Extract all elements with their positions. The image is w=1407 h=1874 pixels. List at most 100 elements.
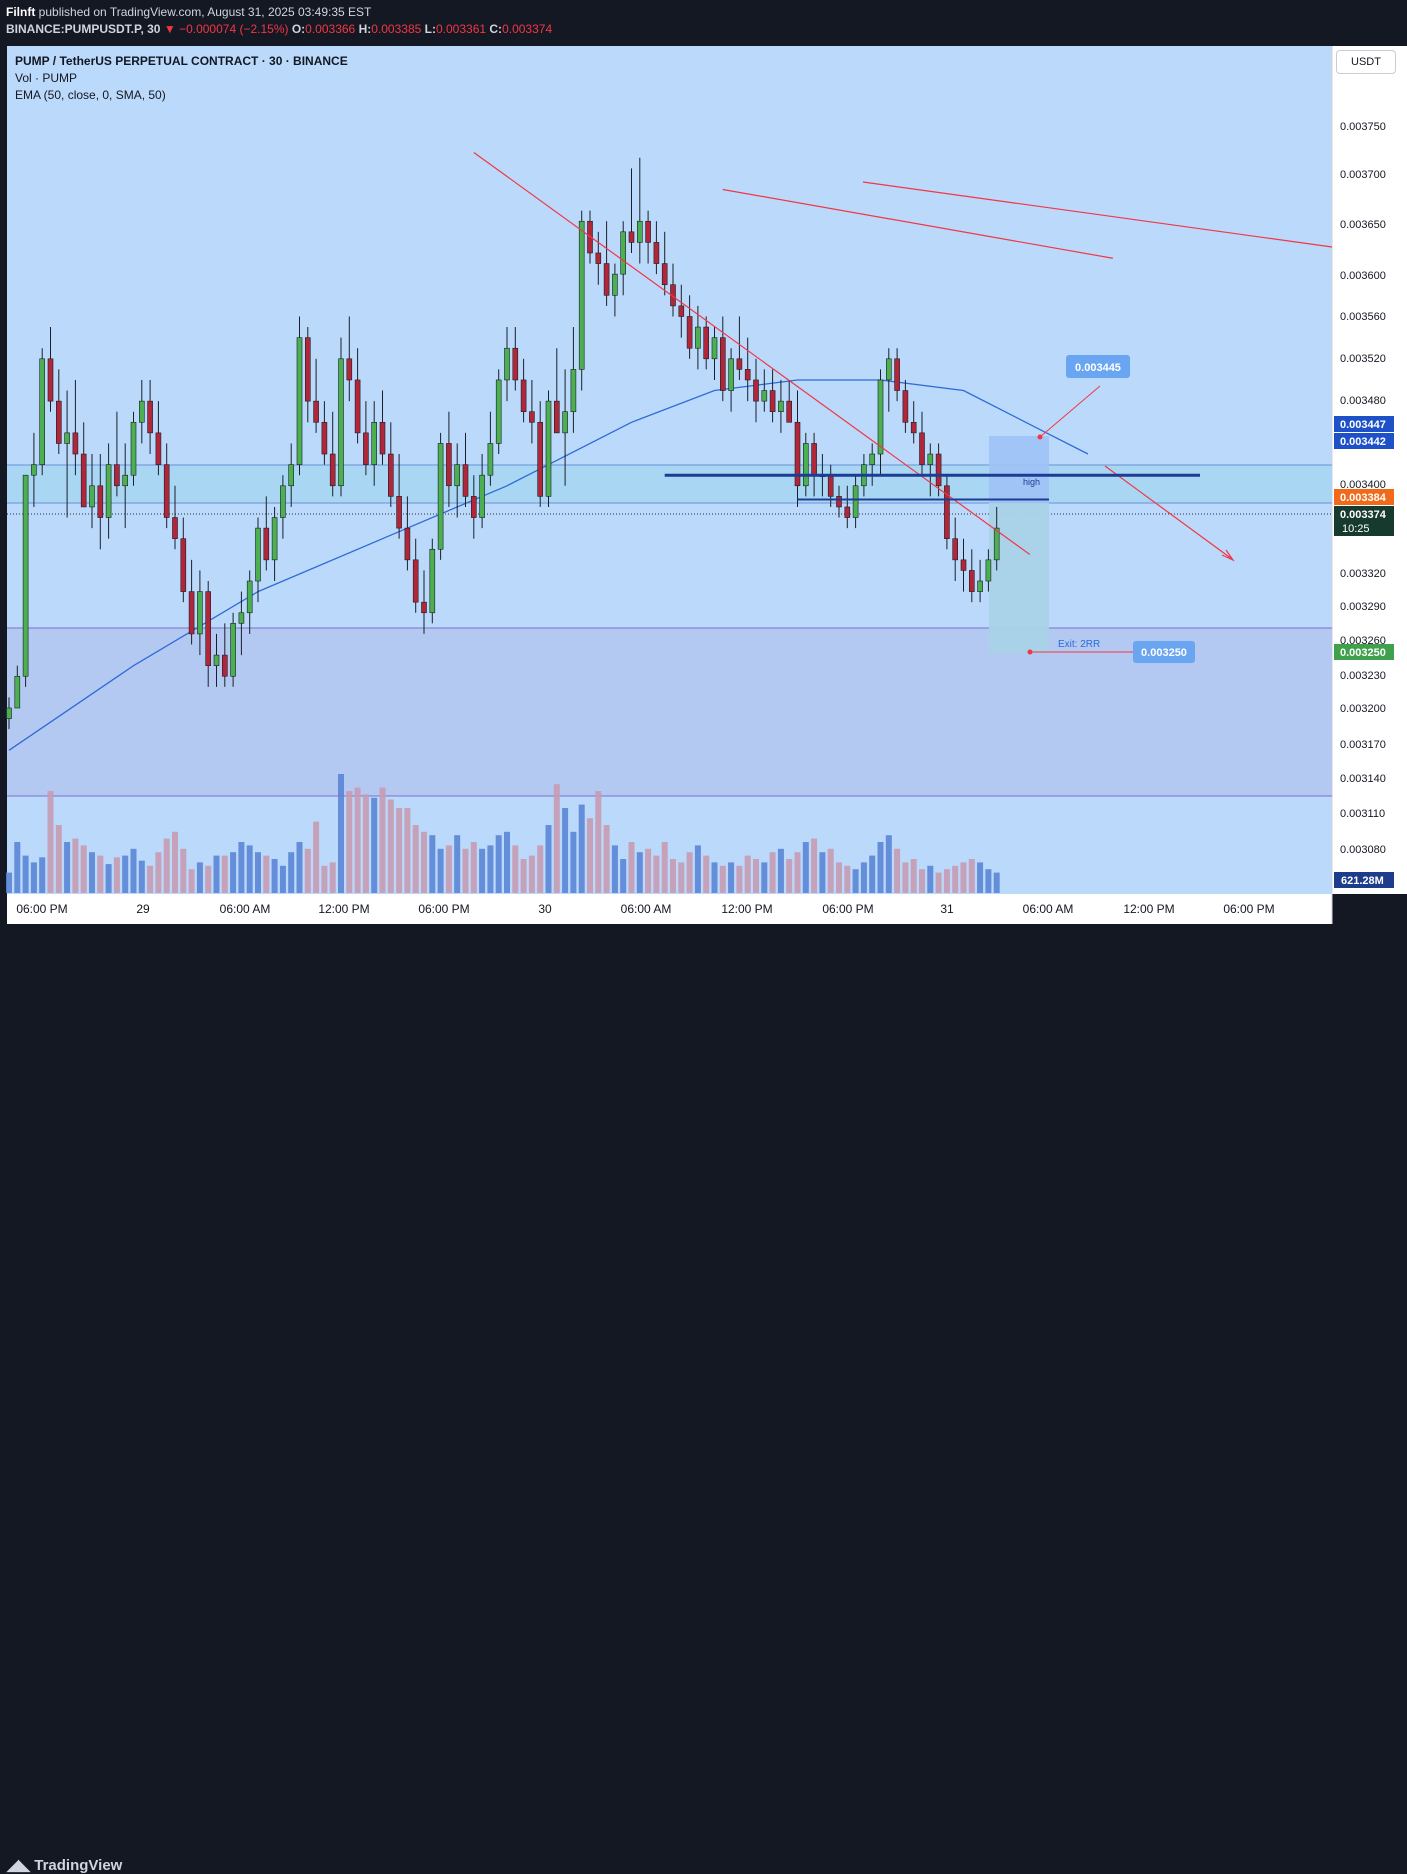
candle-body [603, 263, 610, 296]
volume-bar [263, 855, 270, 893]
volume-bar [827, 848, 834, 893]
volume-bar [719, 865, 726, 893]
price-axis-panel[interactable] [1332, 46, 1407, 894]
volume-bar [6, 872, 12, 893]
volume-bar [39, 857, 46, 893]
position-risk-zone [989, 436, 1049, 503]
candle-body [64, 432, 70, 444]
candle-body [180, 538, 187, 592]
volume-bar [553, 784, 560, 893]
candle-body [545, 400, 552, 497]
price-tick: 0.003200 [1340, 703, 1386, 715]
candle-body [172, 517, 178, 539]
volume-bar [80, 845, 87, 893]
volume-bar [512, 845, 519, 893]
candle-body [827, 474, 834, 497]
volume-bar [321, 865, 328, 893]
author-name[interactable]: Filnft [6, 5, 36, 19]
price-label-box [1334, 416, 1394, 432]
candle-body [313, 400, 319, 423]
candle-body [321, 421, 328, 455]
candle-body [836, 496, 842, 508]
candle-body [197, 591, 203, 635]
publish-header: Filnft published on TradingView.com, Aug… [0, 0, 1407, 46]
volume-bar [180, 848, 187, 893]
zone-layer [7, 436, 1332, 797]
candle-body [97, 485, 104, 518]
position-reward-zone [989, 503, 1049, 653]
candle-body [446, 443, 452, 487]
highlight-band [7, 465, 1332, 503]
candle-body [412, 559, 419, 603]
candle-body [529, 411, 535, 423]
volume-bar [960, 862, 967, 893]
candle-body [869, 453, 876, 465]
time-axis-panel[interactable] [7, 894, 1332, 924]
volume-bar [288, 852, 295, 893]
candle-body [761, 390, 768, 402]
volume-bar [977, 862, 984, 893]
candle-body [222, 654, 228, 677]
volume-bar [877, 842, 884, 893]
price-axis: 0.003750 0.003700 0.003650 0.003600 0.003560… [1334, 121, 1394, 888]
pointer-dot-top [1037, 434, 1043, 440]
volume-bar [404, 808, 411, 893]
candle-body [703, 326, 710, 360]
label-box-bottom [1133, 641, 1195, 663]
volume-label-text: 621.28M [1341, 875, 1384, 887]
volume-bar [587, 818, 593, 893]
volume-bar [504, 831, 510, 893]
volume-bar [47, 791, 54, 893]
candle-body [296, 337, 303, 465]
volume-bar [910, 859, 917, 893]
candle-body [520, 379, 527, 413]
exit-text: Exit: 2RR [1058, 639, 1100, 650]
candle-body [213, 654, 220, 666]
candle-body [744, 369, 751, 381]
close-label: C: [489, 22, 503, 36]
candle-body [470, 496, 477, 518]
volume-bar [304, 848, 311, 893]
candle-body [686, 316, 693, 349]
candle-body [952, 538, 959, 561]
candle-body [55, 400, 62, 444]
price-tick: 0.003140 [1340, 773, 1386, 785]
volume-bar [122, 855, 129, 893]
volume-bar [620, 859, 627, 893]
symbol-label: BINANCE:PUMPUSDT.P, 30 [6, 22, 161, 36]
volume-bar [935, 872, 942, 893]
volume-bar [163, 838, 170, 893]
ohlc-readout: BINANCE:PUMPUSDT.P, 30 ▼ −0.000074 (−2.1… [6, 22, 552, 36]
high-value: 0.003385 [371, 22, 422, 36]
candle-body [155, 432, 162, 465]
candle-body [661, 263, 668, 286]
legend-ema[interactable]: EMA (50, close, 0, SMA, 50) [15, 88, 166, 102]
candle-body [595, 252, 602, 264]
currency-button[interactable]: USDT [1336, 50, 1396, 74]
trendline-projection [1104, 465, 1233, 560]
footer: ◢◣ TradingView [0, 924, 1407, 1874]
legend-volume[interactable]: Vol · PUMP [15, 71, 78, 85]
volume-bar [811, 838, 818, 893]
label-box-top [1066, 355, 1130, 378]
volume-bar [196, 862, 203, 893]
price-tick: 0.003110 [1340, 808, 1385, 820]
candle-body [811, 443, 817, 476]
volume-bar [761, 862, 768, 893]
volume-bar [213, 855, 220, 893]
candle-body [578, 220, 585, 370]
candle-body [562, 411, 568, 434]
label-pointer-top [1039, 385, 1101, 438]
volume-bar [852, 869, 859, 893]
volume-bar [777, 848, 784, 893]
volume-bar [636, 852, 643, 893]
price-tick: 0.003560 [1340, 311, 1386, 323]
candle-body [736, 358, 743, 370]
candle-body [653, 242, 660, 264]
volume-bar [802, 842, 809, 893]
candle-body [504, 347, 510, 381]
candle-body [553, 400, 560, 434]
volume-bar [279, 865, 286, 893]
volume-bar [611, 845, 618, 893]
